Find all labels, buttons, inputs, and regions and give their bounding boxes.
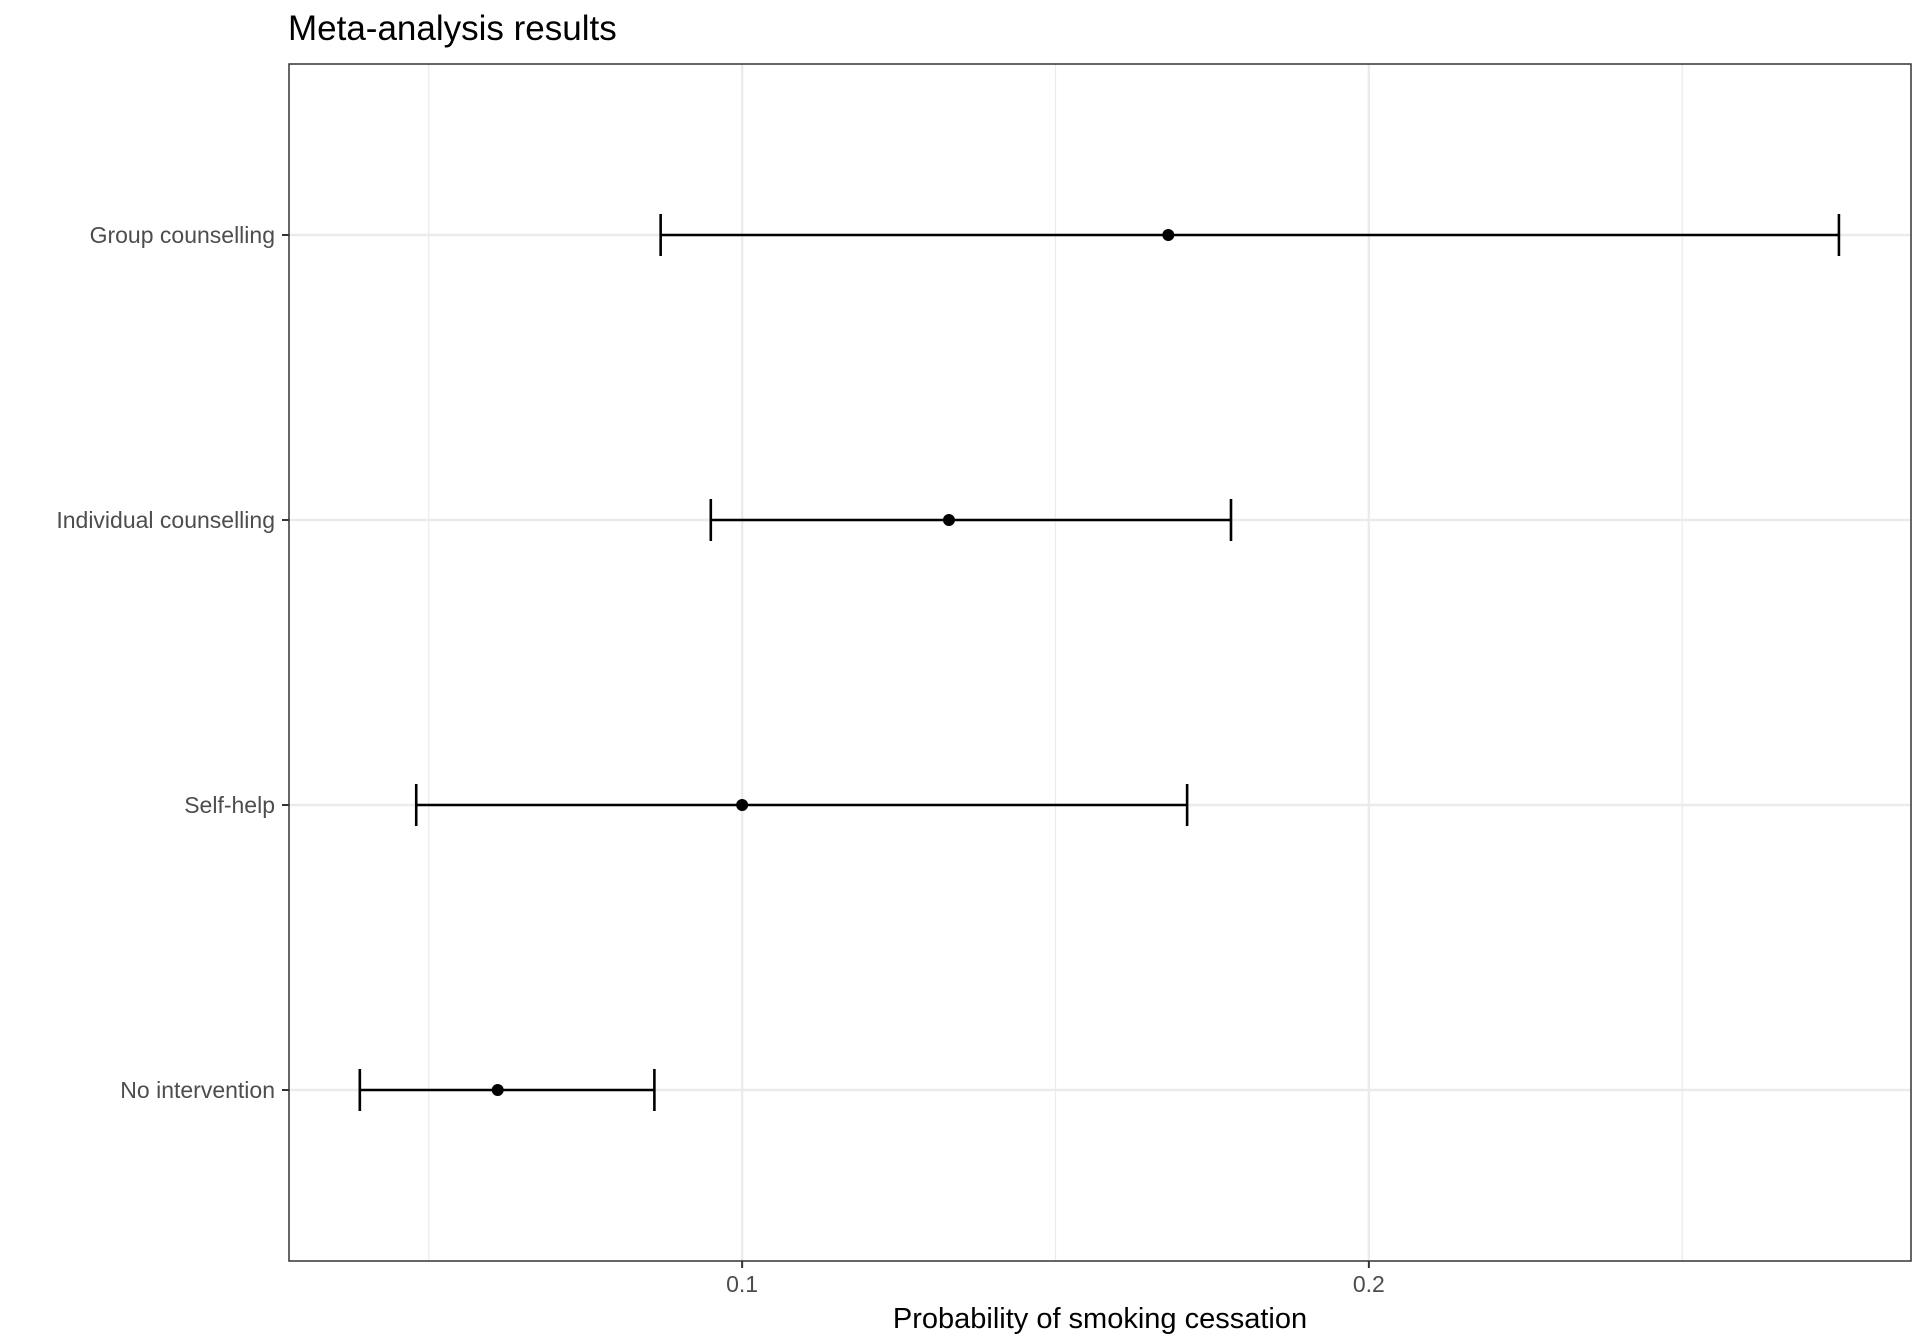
estimate-point-2 [942, 514, 955, 526]
grid [289, 64, 1911, 1261]
y-tick-label-2: Individual counselling [56, 507, 275, 533]
panel-border [288, 63, 1912, 1262]
y-tick-label-1: Self-help [184, 792, 275, 818]
x-axis-title: Probability of smoking cessation [893, 1303, 1307, 1335]
error-bars [358, 214, 1841, 1111]
y-tick-label-0: No intervention [120, 1077, 275, 1103]
chart-title: Meta-analysis results [288, 9, 617, 48]
estimate-point-1 [736, 799, 749, 811]
y-tick-label-3: Group counselling [90, 222, 275, 248]
y-axis: No intervention Self-help Individual couns… [56, 222, 289, 1103]
x-tick-label-1: 0.2 [1353, 1271, 1385, 1297]
estimate-point-3 [1162, 229, 1175, 241]
x-axis: 0.1 0.2 [726, 1261, 1385, 1297]
estimate-point-0 [491, 1084, 504, 1096]
x-tick-label-0: 0.1 [726, 1271, 758, 1297]
